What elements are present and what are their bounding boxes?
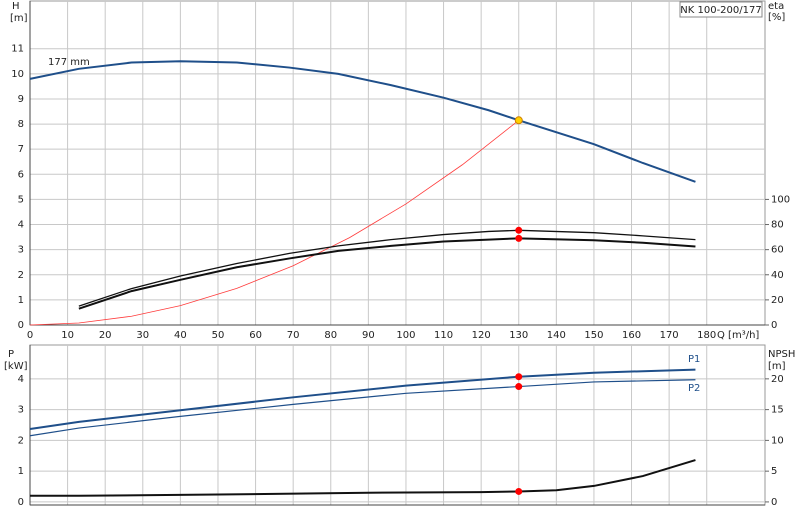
y-axis-unit: [m] bbox=[10, 13, 28, 24]
y2-tick-label: 5 bbox=[771, 466, 777, 477]
y2-tick-label: 20 bbox=[771, 295, 784, 306]
y-tick-label: 0 bbox=[18, 320, 24, 331]
x-tick-label: 170 bbox=[660, 330, 679, 341]
y-tick-label: 1 bbox=[18, 295, 24, 306]
curve bbox=[30, 459, 696, 497]
duty-point bbox=[515, 373, 523, 381]
curve bbox=[29, 60, 696, 183]
x-tick-label: 0 bbox=[27, 330, 33, 341]
y-tick-label: 3 bbox=[18, 245, 24, 256]
y-tick-label: 6 bbox=[18, 169, 24, 180]
y-tick-label: 10 bbox=[11, 69, 24, 80]
y-tick-label: 4 bbox=[18, 220, 24, 231]
y2-axis-label: NPSH bbox=[768, 349, 795, 360]
x-tick-label: 140 bbox=[547, 330, 566, 341]
y-tick-label: 2 bbox=[18, 270, 24, 281]
duty-point bbox=[515, 487, 523, 495]
y2-tick-label: 20 bbox=[771, 374, 784, 385]
y2-tick-label: 60 bbox=[771, 245, 784, 256]
y-tick-label: 4 bbox=[18, 374, 24, 385]
y2-tick-label: 0 bbox=[771, 497, 777, 508]
y2-tick-label: 15 bbox=[771, 405, 784, 416]
y2-tick-label: 100 bbox=[771, 194, 790, 205]
duty-point bbox=[515, 226, 523, 234]
annotation: 177 mm bbox=[48, 57, 90, 68]
y-tick-label: 11 bbox=[11, 44, 24, 55]
legend-label: P2 bbox=[688, 383, 700, 394]
curve bbox=[29, 119, 519, 326]
y2-axis-label: eta bbox=[768, 1, 784, 12]
x-tick-label: 160 bbox=[622, 330, 641, 341]
x-tick-label: 80 bbox=[324, 330, 337, 341]
y2-axis-unit: [%] bbox=[768, 12, 785, 23]
x-tick-label: 10 bbox=[61, 330, 74, 341]
y-axis-label: P bbox=[8, 349, 14, 360]
x-tick-label: 30 bbox=[136, 330, 149, 341]
plot-area bbox=[29, 0, 766, 326]
y2-axis-unit: [m] bbox=[768, 361, 786, 372]
y2-tick-label: 40 bbox=[771, 270, 784, 281]
curve bbox=[29, 379, 696, 437]
x-axis-label: Q [m³/h] bbox=[717, 330, 759, 341]
y-tick-label: 9 bbox=[18, 94, 24, 105]
x-tick-label: 100 bbox=[396, 330, 415, 341]
x-tick-label: 20 bbox=[99, 330, 112, 341]
x-tick-label: 110 bbox=[434, 330, 453, 341]
chart-title: NK 100-200/177 bbox=[680, 5, 761, 16]
duty-point bbox=[515, 383, 523, 391]
x-tick-label: 180 bbox=[697, 330, 716, 341]
x-tick-label: 130 bbox=[509, 330, 528, 341]
x-tick-label: 120 bbox=[472, 330, 491, 341]
curve bbox=[78, 229, 696, 307]
y-tick-label: 5 bbox=[18, 194, 24, 205]
y-tick-label: 8 bbox=[18, 119, 24, 130]
x-tick-label: 90 bbox=[362, 330, 375, 341]
title-box bbox=[679, 1, 763, 18]
x-tick-label: 40 bbox=[174, 330, 187, 341]
duty-point bbox=[514, 116, 523, 125]
y-tick-label: 1 bbox=[18, 466, 24, 477]
curve bbox=[29, 368, 696, 430]
y2-tick-label: 10 bbox=[771, 435, 784, 446]
y-tick-label: 2 bbox=[18, 435, 24, 446]
x-tick-label: 50 bbox=[212, 330, 225, 341]
y-tick-label: 7 bbox=[18, 144, 24, 155]
plot-area bbox=[29, 344, 766, 506]
y2-tick-label: 0 bbox=[771, 320, 777, 331]
y-axis-label: H bbox=[12, 1, 20, 12]
y-tick-label: 3 bbox=[18, 405, 24, 416]
legend-label: P1 bbox=[688, 354, 700, 365]
y-tick-label: 0 bbox=[18, 497, 24, 508]
y2-tick-label: 80 bbox=[771, 220, 784, 231]
y-axis-unit: [kW] bbox=[4, 361, 28, 372]
x-tick-label: 150 bbox=[584, 330, 603, 341]
x-tick-label: 70 bbox=[287, 330, 300, 341]
curve bbox=[78, 237, 696, 310]
plot-layer: 0 10 20 30 40 50 60 70 80 90 100 110 120 130 140 150 160… bbox=[11, 0, 790, 508]
x-tick-label: 60 bbox=[249, 330, 262, 341]
duty-point bbox=[515, 234, 523, 242]
